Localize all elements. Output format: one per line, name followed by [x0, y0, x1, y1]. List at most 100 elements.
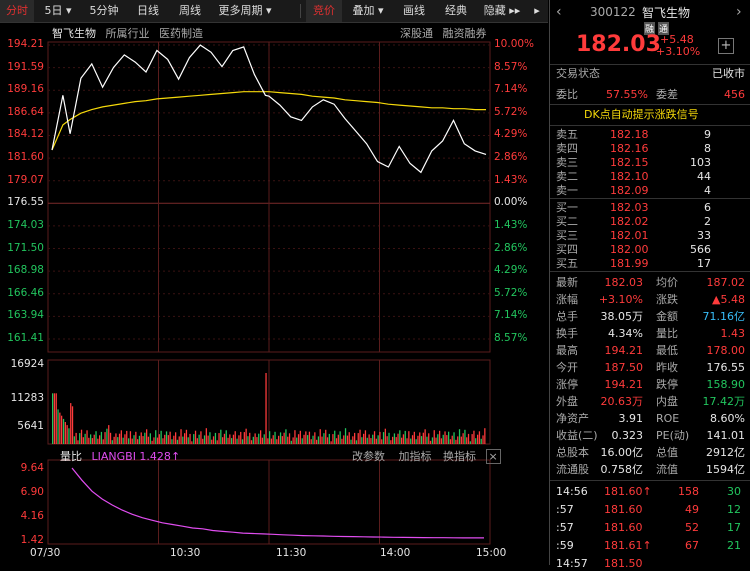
connect-badge: 通 [658, 22, 670, 35]
sector-tag[interactable]: 医药制造 [159, 27, 203, 40]
stat-value: 182.03 [604, 276, 644, 289]
price-tick-label: 191.59 [7, 60, 44, 73]
stat-label: 内盘 [656, 395, 678, 408]
sell-level-row[interactable]: 卖五 182.18 9 [554, 128, 747, 142]
stat-label: 最高 [556, 344, 578, 357]
add-watchlist-icon[interactable]: + [718, 38, 734, 54]
tick-price: 181.60↑ [604, 485, 652, 498]
sell-level-row[interactable]: 卖四 182.16 8 [554, 142, 747, 156]
volume-bar [411, 435, 414, 444]
volume-tick-label: 5641 [17, 420, 44, 432]
stat-value: 178.00 [706, 344, 746, 357]
volume-bar [278, 435, 280, 444]
signal-text[interactable]: DK点自动提示涨跌信号 [584, 108, 699, 121]
order-level-label: 买三 [556, 229, 578, 242]
tab-daily[interactable]: 日线 [137, 4, 159, 17]
volume-bar [372, 434, 374, 444]
industry-tag[interactable]: 所属行业 [105, 27, 150, 40]
tick-row: 14:56 181.60↑ 158 30 [554, 485, 747, 499]
volume-bar [236, 438, 238, 444]
tab-5min[interactable]: 5分钟 [89, 4, 119, 17]
volume-bar [269, 431, 271, 444]
volume-bar [467, 433, 470, 444]
volume-bar [203, 435, 206, 444]
sell-level-row[interactable]: 卖二 182.10 44 [554, 170, 747, 184]
order-volume: 9 [704, 128, 711, 141]
tab-auction[interactable]: 竞价 [306, 0, 342, 22]
volume-bar [270, 438, 273, 444]
overlay-button[interactable]: 叠加 ▾ [352, 4, 384, 17]
stat-label: 总股本 [556, 446, 589, 459]
volume-bar [126, 430, 128, 444]
stat-label: 昨收 [656, 361, 678, 374]
intraday-chart-area[interactable]: 智飞生物 所属行业 医药制造 深股通 融资融券 194.21 191.59 189.… [0, 22, 548, 565]
volume-bar [53, 393, 56, 444]
chevron-left-icon[interactable]: ‹ [556, 4, 562, 20]
order-level-label: 卖三 [556, 156, 578, 169]
liangbi-value-label: LIANGBI 1.428 [91, 450, 171, 463]
tab-more-periods[interactable]: 更多周期 ▾ [218, 4, 272, 17]
stat-label: 最低 [656, 344, 678, 357]
time-tick-label: 07/30 [30, 547, 61, 559]
chevron-right-icon[interactable]: ▸ [534, 4, 540, 17]
avg-price-line [51, 91, 486, 151]
volume-bar [165, 431, 168, 444]
order-level-label: 买二 [556, 215, 578, 228]
tab-intraday[interactable]: 分时 [0, 0, 34, 22]
volume-bar [222, 437, 224, 444]
volume-bar [375, 438, 377, 444]
volume-bar [344, 428, 347, 444]
chevron-right-icon[interactable]: › [736, 4, 742, 20]
volume-bar [207, 435, 209, 444]
close-icon[interactable]: × [485, 449, 501, 464]
margin-trading-tag[interactable]: 融资融券 [442, 27, 487, 40]
tick-time: :57 [556, 503, 574, 516]
volume-bar [267, 438, 269, 444]
sell-level-row[interactable]: 卖三 182.15 103 [554, 156, 747, 170]
buy-level-row[interactable]: 买五 181.99 17 [554, 257, 747, 271]
pct-tick-label: 7.14% [494, 83, 528, 96]
volume-bar [99, 435, 101, 444]
edit-params-button[interactable]: 改参数 [352, 450, 385, 463]
hide-button[interactable]: 隐藏 ▸▸ [483, 4, 521, 17]
tick-count: 12 [727, 503, 741, 516]
stat-value: 194.21 [604, 344, 644, 357]
stat-value: 17.42万 [702, 395, 746, 408]
volume-bar [198, 434, 200, 444]
buy-level-row[interactable]: 买四 182.00 566 [554, 243, 747, 257]
sell-level-row[interactable]: 卖一 182.09 4 [554, 184, 747, 198]
volume-bar [285, 429, 287, 444]
stock-tag[interactable]: 智飞生物 [52, 27, 96, 40]
tab-5day[interactable]: 5日 ▾ [44, 4, 72, 17]
volume-bar [160, 430, 162, 444]
volume-bar [296, 437, 298, 444]
price-tick-label: 181.60 [7, 151, 44, 164]
volume-bar [321, 436, 323, 444]
volume-bar [281, 436, 283, 444]
stat-value: 141.01 [706, 429, 746, 442]
volume-bar [381, 439, 383, 444]
volume-bar [59, 412, 61, 444]
volume-bar [153, 437, 155, 444]
shenzhen-connect-tag[interactable]: 深股通 [400, 27, 433, 40]
signal-row[interactable]: DK点自动提示涨跌信号 [554, 108, 747, 122]
price-line [51, 44, 487, 174]
switch-indicator-button[interactable]: 换指标 [443, 450, 476, 463]
classic-button[interactable]: 经典 [445, 4, 467, 17]
volume-bar [77, 440, 79, 444]
stat-row: 流通股 0.758亿 流值 1594亿 [554, 463, 747, 477]
draw-line-button[interactable]: 画线 [403, 4, 425, 17]
volume-bar [149, 433, 151, 444]
buy-level-row[interactable]: 买二 182.02 2 [554, 215, 747, 229]
volume-bar [464, 429, 466, 444]
stat-row: 最新 182.03 均价 187.02 [554, 276, 747, 290]
intraday-chart[interactable] [0, 22, 548, 565]
price-tick-label: 189.16 [7, 83, 44, 96]
stat-label: 涨停 [556, 378, 578, 391]
add-indicator-button[interactable]: 加指标 [398, 450, 432, 463]
order-volume: 17 [697, 257, 711, 270]
tick-price: 181.60 [604, 503, 643, 516]
buy-level-row[interactable]: 买一 182.03 6 [554, 201, 747, 215]
tab-weekly[interactable]: 周线 [179, 4, 201, 17]
buy-level-row[interactable]: 买三 182.01 33 [554, 229, 747, 243]
